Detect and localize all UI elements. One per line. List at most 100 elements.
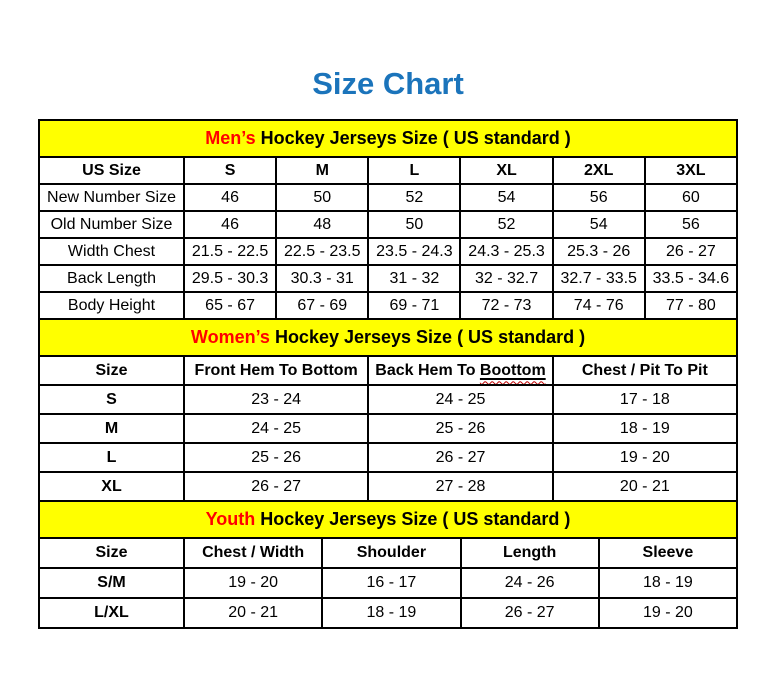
table-cell: 65 - 67 — [182, 291, 278, 320]
table-cell: 25 - 26 — [182, 442, 370, 473]
youth-size-table: Size Chest / Width Shoulder Length Sleev… — [38, 537, 739, 629]
table-cell: 33.5 - 34.6 — [643, 264, 739, 293]
table-cell: 26 - 27 — [182, 471, 370, 502]
table-cell: 19 - 20 — [597, 597, 739, 629]
size-chart-tables: Men’s Hockey Jerseys Size ( US standard … — [38, 119, 739, 629]
table-cell: 60 — [643, 183, 739, 212]
table-cell: 77 - 80 — [643, 291, 739, 320]
mens-col-header-us-size: US Size — [38, 156, 185, 185]
table-cell: 19 - 20 — [182, 567, 324, 599]
page-title: Size Chart — [312, 66, 464, 101]
youth-header-row: Size Chest / Width Shoulder Length Sleev… — [38, 537, 739, 569]
table-cell: 32 - 32.7 — [459, 264, 554, 293]
youth-col-header-chest-width: Chest / Width — [182, 537, 324, 569]
table-cell: 23 - 24 — [182, 384, 370, 415]
table-cell: 24 - 25 — [182, 413, 370, 444]
womens-col-header-front-hem: Front Hem To Bottom — [182, 355, 370, 386]
spellcheck-squiggle: Boottom — [479, 361, 546, 379]
row-label: L — [38, 442, 185, 473]
mens-header-row: US Size S M L XL 2XL 3XL — [38, 156, 739, 185]
row-label: S/M — [38, 567, 185, 599]
table-cell: 50 — [275, 183, 370, 212]
table-cell: 50 — [367, 210, 462, 239]
womens-section-title-text: Hockey Jerseys Size ( US standard ) — [269, 327, 586, 347]
row-label: Width Chest — [38, 237, 185, 266]
womens-header-row: Size Front Hem To Bottom Back Hem To Boo… — [38, 355, 739, 386]
table-cell: 18 - 19 — [551, 413, 739, 444]
table-cell: 30.3 - 31 — [275, 264, 370, 293]
row-label: XL — [38, 471, 185, 502]
misspelled-word-underline: Boottom — [480, 362, 546, 379]
row-label: M — [38, 413, 185, 444]
table-cell: 46 — [182, 183, 278, 212]
table-cell: 26 - 27 — [367, 442, 554, 473]
womens-size-table: Size Front Hem To Bottom Back Hem To Boo… — [38, 355, 739, 502]
table-cell: 56 — [551, 183, 646, 212]
table-cell: 17 - 18 — [551, 384, 739, 415]
youth-section-accent-text: Youth — [205, 509, 256, 529]
row-label: Body Height — [38, 291, 185, 320]
table-cell: 29.5 - 30.3 — [182, 264, 278, 293]
mens-row-body-height: Body Height 65 - 67 67 - 69 69 - 71 72 -… — [38, 291, 739, 320]
table-cell: 54 — [551, 210, 646, 239]
table-cell: 19 - 20 — [551, 442, 739, 473]
womens-col-header-size: Size — [38, 355, 185, 386]
youth-col-header-length: Length — [459, 537, 600, 569]
row-label: Old Number Size — [38, 210, 185, 239]
womens-row-m: M 24 - 25 25 - 26 18 - 19 — [38, 413, 739, 444]
table-cell: 69 - 71 — [367, 291, 462, 320]
row-label: New Number Size — [38, 183, 185, 212]
table-cell: 20 - 21 — [551, 471, 739, 502]
table-cell: 74 - 76 — [551, 291, 646, 320]
mens-row-back-length: Back Length 29.5 - 30.3 30.3 - 31 31 - 3… — [38, 264, 739, 293]
youth-col-header-shoulder: Shoulder — [321, 537, 462, 569]
row-label: L/XL — [38, 597, 185, 629]
womens-col-header-back-hem: Back Hem To Boottom — [367, 355, 554, 386]
table-cell: 52 — [459, 210, 554, 239]
womens-section-header: Women’s Hockey Jerseys Size ( US standar… — [38, 318, 738, 357]
youth-section-header: Youth Hockey Jerseys Size ( US standard … — [38, 500, 738, 539]
table-cell: 31 - 32 — [367, 264, 462, 293]
table-cell: 52 — [367, 183, 462, 212]
row-label: Back Length — [38, 264, 185, 293]
youth-section-title-text: Hockey Jerseys Size ( US standard ) — [255, 509, 571, 529]
mens-col-header-2xl: 2XL — [551, 156, 646, 185]
table-cell: 56 — [643, 210, 739, 239]
mens-row-new-number-size: New Number Size 46 50 52 54 56 60 — [38, 183, 739, 212]
back-hem-header-prefix: Back Hem To — [375, 361, 480, 379]
table-cell: 26 - 27 — [459, 597, 600, 629]
table-cell: 26 - 27 — [643, 237, 739, 266]
womens-row-xl: XL 26 - 27 27 - 28 20 - 21 — [38, 471, 739, 502]
youth-col-header-sleeve: Sleeve — [597, 537, 739, 569]
table-cell: 67 - 69 — [275, 291, 370, 320]
youth-col-header-size: Size — [38, 537, 185, 569]
mens-col-header-s: S — [182, 156, 278, 185]
table-cell: 24 - 26 — [459, 567, 600, 599]
table-cell: 46 — [182, 210, 278, 239]
table-cell: 48 — [275, 210, 370, 239]
mens-col-header-xl: XL — [459, 156, 554, 185]
mens-col-header-l: L — [367, 156, 462, 185]
table-cell: 18 - 19 — [321, 597, 462, 629]
womens-col-header-chest: Chest / Pit To Pit — [551, 355, 739, 386]
table-cell: 23.5 - 24.3 — [367, 237, 462, 266]
table-cell: 18 - 19 — [597, 567, 739, 599]
mens-section-accent-text: Men’s — [205, 128, 256, 148]
table-cell: 22.5 - 23.5 — [275, 237, 370, 266]
mens-row-width-chest: Width Chest 21.5 - 22.5 22.5 - 23.5 23.5… — [38, 237, 739, 266]
youth-row-sm: S/M 19 - 20 16 - 17 24 - 26 18 - 19 — [38, 567, 739, 599]
table-cell: 25 - 26 — [367, 413, 554, 444]
table-cell: 24.3 - 25.3 — [459, 237, 554, 266]
mens-col-header-3xl: 3XL — [643, 156, 739, 185]
womens-section-accent-text: Women’s — [190, 327, 270, 347]
row-label: S — [38, 384, 185, 415]
table-cell: 24 - 25 — [367, 384, 554, 415]
mens-col-header-m: M — [275, 156, 370, 185]
table-cell: 27 - 28 — [367, 471, 554, 502]
table-cell: 21.5 - 22.5 — [182, 237, 278, 266]
womens-row-l: L 25 - 26 26 - 27 19 - 20 — [38, 442, 739, 473]
mens-size-table: US Size S M L XL 2XL 3XL New Number Size… — [38, 156, 739, 320]
table-cell: 72 - 73 — [459, 291, 554, 320]
womens-row-s: S 23 - 24 24 - 25 17 - 18 — [38, 384, 739, 415]
